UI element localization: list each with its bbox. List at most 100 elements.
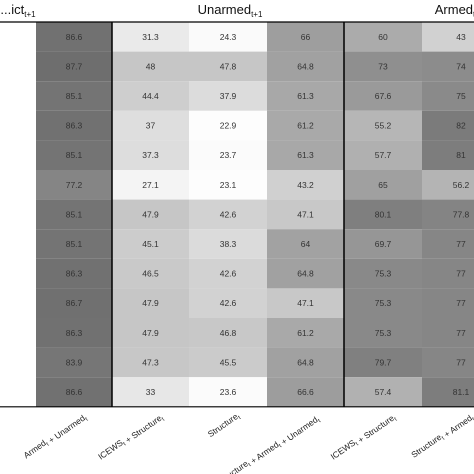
cell-value-label: 38.3 [220, 239, 237, 249]
x-tick-label: ICEWSt + Structuret [96, 410, 166, 465]
heatmap-cell [36, 377, 112, 407]
cell-value-label: 86.3 [66, 121, 83, 131]
panel-3: Armedt607367.655.257.76580.169.775.375.3… [329, 2, 474, 465]
cell-value-label: 85.1 [66, 91, 83, 101]
cell-value-label: 23.1 [220, 180, 237, 190]
cell-value-label: 86.3 [66, 328, 83, 338]
heatmap-cell [36, 229, 112, 259]
cell-value-label: 56.2 [453, 180, 470, 190]
x-tick-text: ICEWS [96, 437, 125, 461]
cell-value-label: 64.8 [297, 269, 314, 279]
x-tick-subscript: t [248, 462, 253, 468]
heatmap-cell [267, 110, 344, 141]
x-tick-subscript: t [441, 436, 446, 442]
heatmap-cell [267, 258, 344, 289]
x-tick-subscript: t [46, 442, 51, 448]
heatmap-cell [267, 318, 344, 348]
cell-value-label: 81.1 [453, 387, 470, 397]
heatmap-cell [36, 81, 112, 111]
heatmap-cell [422, 81, 474, 111]
heatmap-cell [36, 22, 112, 52]
x-tick-text: Structure [409, 432, 443, 460]
cell-value-label: 57.4 [375, 387, 392, 397]
heatmap-cell [189, 199, 267, 230]
heatmap-cell [189, 258, 267, 289]
cell-value-label: 1 [0, 298, 1, 308]
heatmap-cell [0, 377, 36, 407]
heatmap-cell [422, 170, 474, 200]
panel-title: Unarmedt+1 [198, 2, 263, 19]
cell-value-label: 61.3 [297, 150, 314, 160]
heatmap-cell [36, 318, 112, 348]
heatmap-cell [36, 199, 112, 230]
cell-value-label: 85.1 [66, 209, 83, 219]
cell-value-label: 77 [456, 269, 466, 279]
panel-1: ...ictt+1 9 3 1 1 3 2 2 1 1 1 1 1 3 86.6 87.7 85.1 86.3 85… [0, 2, 112, 464]
heatmap-cell [267, 229, 344, 259]
heatmap-cell [267, 377, 344, 407]
x-tick-subscript: t [237, 415, 242, 421]
heatmap-cell [0, 170, 36, 200]
cell-value-label: 1 [0, 121, 1, 131]
heatmap-cell [36, 288, 112, 318]
heatmap-cell [344, 229, 422, 259]
heatmap-cell [112, 22, 189, 52]
cell-value-label: 2 [0, 209, 1, 219]
cell-value-label: 86.6 [66, 387, 83, 397]
x-tick-label: Armedt + Unarmedt [22, 410, 90, 464]
cell-value-label: 77.8 [453, 209, 470, 219]
heatmap-cell [344, 110, 422, 141]
cell-value-label: 42.6 [220, 209, 237, 219]
heatmap-cell [112, 81, 189, 111]
cell-value-label: 80.1 [375, 209, 392, 219]
cell-value-label: 75.3 [375, 298, 392, 308]
heatmap-cell [267, 140, 344, 170]
heatmap-cell [189, 318, 267, 348]
x-tick-subscript: t [472, 417, 474, 423]
cell-value-label: 77 [456, 298, 466, 308]
heatmap-cell [422, 347, 474, 378]
heatmap-cell [189, 229, 267, 259]
heatmap-cell [0, 199, 36, 230]
heatmap-cell [0, 140, 36, 170]
cell-value-label: 24.3 [220, 32, 237, 42]
cell-value-label: 3 [0, 150, 1, 160]
cell-value-label: 47.3 [142, 357, 159, 367]
cell-value-label: 37.3 [142, 150, 159, 160]
heatmap-cell [189, 377, 267, 407]
cell-value-label: 31.3 [142, 32, 159, 42]
cell-value-label: 69.7 [375, 239, 392, 249]
x-tick-label: ICEWSt + Structuret [329, 410, 399, 465]
heatmap-cell [422, 199, 474, 230]
cell-value-label: 47.9 [142, 328, 159, 338]
heatmap-cell [0, 318, 36, 348]
heatmap-cell [267, 51, 344, 82]
heatmap-cell [36, 258, 112, 289]
heatmap-cell [36, 347, 112, 378]
cell-value-label: 2 [0, 180, 1, 190]
panel-title-main: Unarmed [198, 2, 251, 17]
cell-value-label: 65 [378, 180, 388, 190]
heatmap-cell [112, 318, 189, 348]
heatmap-cell [0, 22, 36, 52]
cell-value-label: 86.6 [66, 32, 83, 42]
cell-value-label: 81 [456, 150, 466, 160]
cell-value-label: 33 [146, 387, 156, 397]
heatmap-cell [189, 170, 267, 200]
cell-value-label: 47.1 [297, 298, 314, 308]
heatmap-cell [267, 170, 344, 200]
cell-value-label: 77 [456, 328, 466, 338]
cell-value-label: 9 [0, 32, 1, 42]
cell-value-label: 45.1 [142, 239, 159, 249]
cell-value-label: 47.9 [142, 298, 159, 308]
cell-value-label: 1 [0, 239, 1, 249]
cell-value-label: 64 [301, 239, 311, 249]
heatmap-cell [422, 229, 474, 259]
heatmap-cell [189, 81, 267, 111]
heatmap-cell [0, 51, 36, 82]
x-tick-subscript: t [394, 417, 399, 423]
heatmap-cell [189, 288, 267, 318]
cell-value-label: 22.9 [220, 121, 237, 131]
heatmap-cell [36, 170, 112, 200]
